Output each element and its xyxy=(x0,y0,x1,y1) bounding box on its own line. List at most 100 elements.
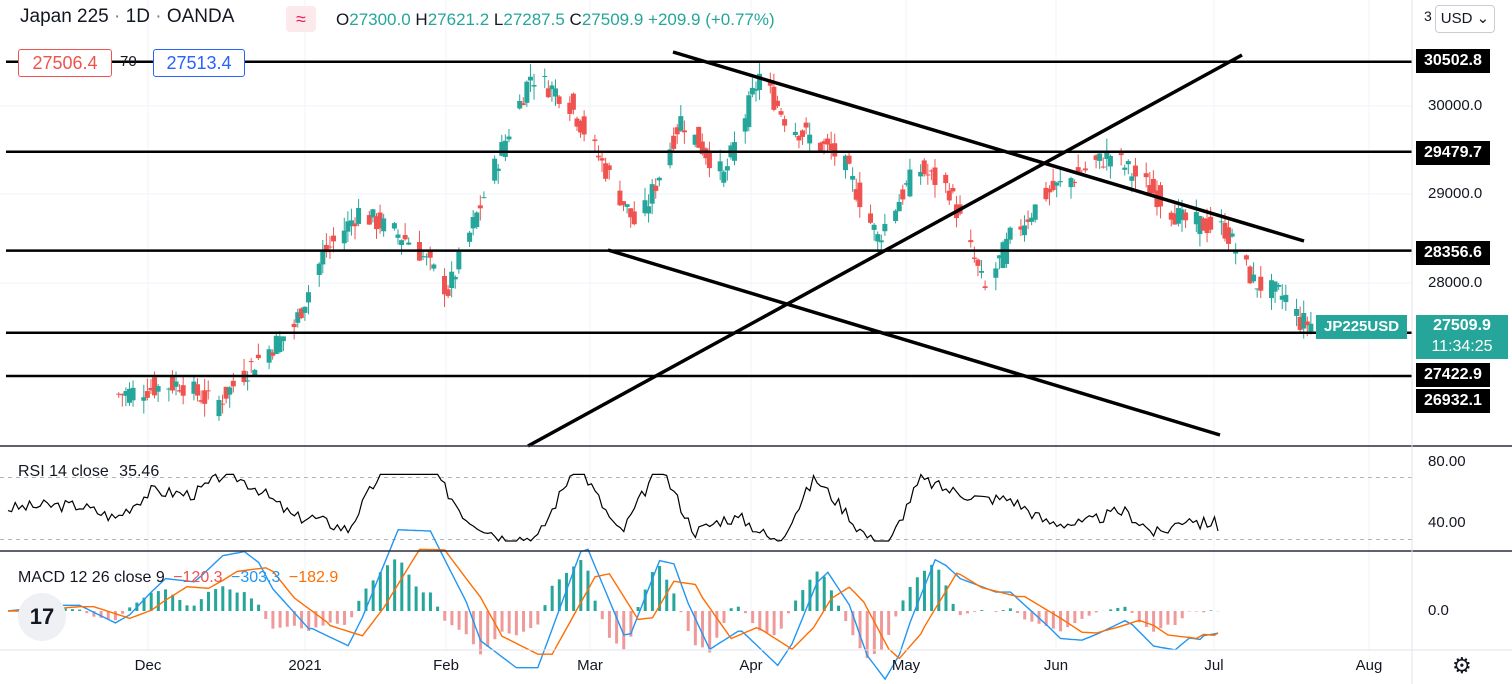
candle-body xyxy=(606,165,612,170)
macd-histogram-bar xyxy=(278,611,282,628)
candle-body xyxy=(356,207,362,224)
macd-hist-value: −182.9 xyxy=(288,569,339,586)
candle-body xyxy=(850,176,856,180)
candle-body xyxy=(270,352,276,356)
candle-body xyxy=(442,275,448,295)
candle-body xyxy=(477,205,483,209)
symbol-name[interactable]: Japan 225 xyxy=(20,6,109,27)
macd-histogram-bar xyxy=(965,611,969,614)
candle-body xyxy=(445,289,451,296)
candle-body xyxy=(642,200,648,214)
sell-button[interactable]: 27506.4 xyxy=(18,49,112,77)
candle-body xyxy=(1272,281,1278,292)
candle-body xyxy=(1308,323,1314,332)
candle-body xyxy=(832,143,838,157)
candle-body xyxy=(1233,250,1239,254)
macd-signal-line xyxy=(8,548,1219,660)
level-label[interactable]: 28356.6 xyxy=(1416,241,1490,265)
candle-body xyxy=(982,286,988,288)
macd-histogram-bar xyxy=(407,574,411,611)
wave-icon[interactable]: ≈ xyxy=(286,6,316,32)
last-price-label: 27509.9 11:34:25 xyxy=(1416,315,1508,359)
candle-body xyxy=(198,400,204,402)
candle-body xyxy=(599,158,605,161)
level-label[interactable]: 29479.7 xyxy=(1416,141,1490,165)
macd-histogram-bar xyxy=(106,611,110,620)
candle-body xyxy=(205,390,211,392)
broker-label: OANDA xyxy=(166,6,235,27)
candle-body xyxy=(1025,219,1031,222)
candle-body xyxy=(1075,167,1081,174)
macd-histogram-bar xyxy=(128,607,132,611)
candle-body xyxy=(979,270,985,273)
macd-line xyxy=(7,528,1219,681)
macd-histogram-bar xyxy=(693,611,697,646)
candle-body xyxy=(921,160,927,175)
candle-body xyxy=(316,263,322,275)
level-label[interactable]: 26932.1 xyxy=(1416,389,1490,413)
symbol-title[interactable]: Japan 225 · 1D · OANDA xyxy=(20,6,235,27)
macd-histogram-bar xyxy=(1030,611,1034,622)
candle-body xyxy=(1143,173,1149,178)
candle-body xyxy=(549,85,555,90)
macd-histogram-bar xyxy=(1087,611,1091,616)
macd-histogram-bar xyxy=(908,586,912,611)
macd-histogram-bar xyxy=(772,611,776,636)
macd-histogram-bar xyxy=(70,609,74,611)
macd-histogram-bar xyxy=(307,611,311,632)
candle-body xyxy=(821,141,827,144)
time-tick: Dec xyxy=(134,657,162,674)
candle-body xyxy=(1168,212,1174,220)
candle-body xyxy=(603,163,609,179)
candle-body xyxy=(656,177,662,181)
candle-body xyxy=(1104,151,1110,159)
macd-histogram-bar xyxy=(729,608,733,611)
macd-histogram-bar xyxy=(1080,611,1084,619)
candle-body xyxy=(932,167,938,185)
buy-button[interactable]: 27513.4 xyxy=(153,49,245,77)
candle-body xyxy=(774,100,780,107)
rsi-legend[interactable]: RSI 14 close 35.46 xyxy=(18,463,159,481)
macd-histogram-bar xyxy=(371,580,375,611)
macd-histogram-bar xyxy=(464,611,468,635)
macd-histogram-bar xyxy=(901,600,905,611)
macd-legend[interactable]: MACD 12 26 close 9 −120.3 −303.3 −182.9 xyxy=(18,569,338,587)
candle-body xyxy=(1276,284,1282,287)
candle-body xyxy=(649,184,655,204)
level-label[interactable]: 27422.9 xyxy=(1416,363,1490,387)
candle-body xyxy=(374,216,379,230)
candle-body xyxy=(817,142,823,151)
candle-body xyxy=(456,251,462,270)
macd-histogram-bar xyxy=(500,611,504,632)
macd-histogram-bar xyxy=(1144,611,1148,628)
candle-body xyxy=(1054,182,1060,186)
candle-body xyxy=(706,151,712,169)
tradingview-logo[interactable]: 17 xyxy=(18,593,66,641)
macd-histogram-bar xyxy=(579,560,583,611)
candle-body xyxy=(202,390,208,404)
macd-histogram-bar xyxy=(1059,611,1063,632)
high-value: 27621.2 xyxy=(427,10,490,29)
candle-body xyxy=(495,168,501,171)
candle-body xyxy=(1175,208,1181,224)
trendline xyxy=(607,248,1221,437)
candle-body xyxy=(452,276,458,280)
candle-body xyxy=(1297,316,1303,330)
macd-histogram-bar xyxy=(922,570,926,611)
interval-label[interactable]: 1D xyxy=(125,6,150,27)
candle-body xyxy=(567,102,573,114)
macd-histogram-bar xyxy=(393,559,397,611)
macd-histogram-bar xyxy=(650,572,654,611)
macd-histogram-bar xyxy=(214,589,218,611)
macd-histogram-bar xyxy=(572,566,576,611)
currency-select[interactable]: USD ⌄ xyxy=(1435,5,1495,33)
gear-icon[interactable]: ⚙ xyxy=(1452,653,1472,678)
macd-histogram-bar xyxy=(314,611,318,628)
candle-body xyxy=(1179,209,1185,220)
candle-body xyxy=(323,244,329,253)
candle-body xyxy=(749,87,755,95)
candle-body xyxy=(753,88,759,91)
level-label[interactable]: 30502.8 xyxy=(1416,49,1490,73)
macd-histogram-bar xyxy=(643,589,647,611)
